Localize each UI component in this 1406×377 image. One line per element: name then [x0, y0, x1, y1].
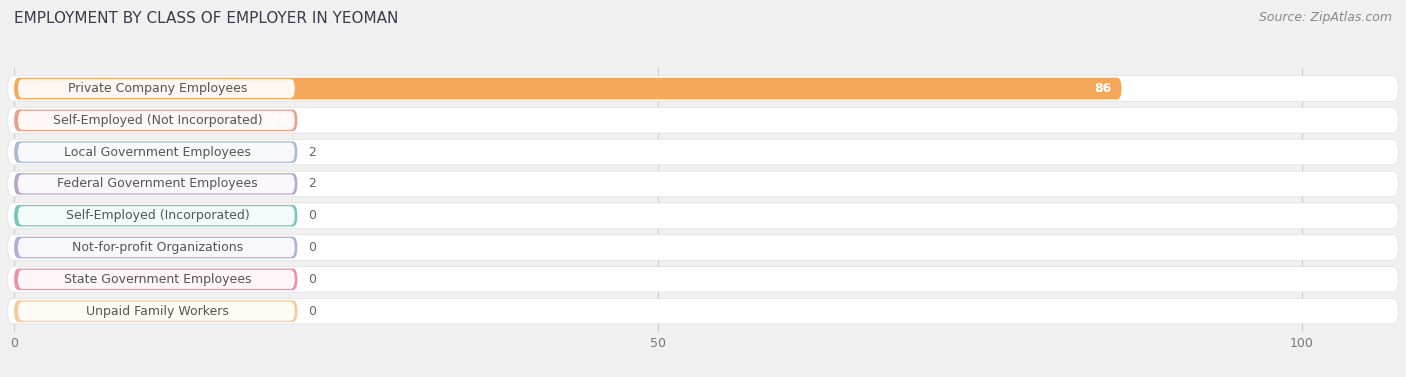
Text: Local Government Employees: Local Government Employees	[65, 146, 252, 159]
Text: 2: 2	[308, 178, 315, 190]
FancyBboxPatch shape	[18, 111, 295, 130]
FancyBboxPatch shape	[14, 237, 297, 258]
Text: 22: 22	[270, 114, 287, 127]
FancyBboxPatch shape	[14, 109, 297, 131]
FancyBboxPatch shape	[18, 143, 295, 162]
Text: 0: 0	[308, 305, 316, 317]
Text: 0: 0	[308, 209, 316, 222]
Text: Unpaid Family Workers: Unpaid Family Workers	[86, 305, 229, 317]
Text: 0: 0	[308, 273, 316, 286]
FancyBboxPatch shape	[14, 173, 297, 195]
FancyBboxPatch shape	[18, 175, 295, 193]
FancyBboxPatch shape	[7, 139, 1399, 165]
Text: Self-Employed (Incorporated): Self-Employed (Incorporated)	[66, 209, 249, 222]
FancyBboxPatch shape	[7, 203, 1399, 228]
Text: State Government Employees: State Government Employees	[63, 273, 252, 286]
FancyBboxPatch shape	[7, 107, 1399, 133]
Text: Private Company Employees: Private Company Employees	[67, 82, 247, 95]
FancyBboxPatch shape	[18, 206, 295, 225]
Text: Source: ZipAtlas.com: Source: ZipAtlas.com	[1258, 11, 1392, 24]
FancyBboxPatch shape	[7, 171, 1399, 197]
FancyBboxPatch shape	[18, 238, 295, 257]
FancyBboxPatch shape	[14, 268, 297, 290]
FancyBboxPatch shape	[18, 270, 295, 289]
FancyBboxPatch shape	[14, 141, 297, 163]
FancyBboxPatch shape	[7, 76, 1399, 101]
Text: 2: 2	[308, 146, 315, 159]
FancyBboxPatch shape	[7, 298, 1399, 324]
Text: Not-for-profit Organizations: Not-for-profit Organizations	[72, 241, 243, 254]
Text: 0: 0	[308, 241, 316, 254]
FancyBboxPatch shape	[14, 300, 297, 322]
FancyBboxPatch shape	[14, 205, 297, 227]
Text: 86: 86	[1094, 82, 1111, 95]
FancyBboxPatch shape	[7, 235, 1399, 260]
Text: Federal Government Employees: Federal Government Employees	[58, 178, 257, 190]
FancyBboxPatch shape	[18, 79, 295, 98]
Text: EMPLOYMENT BY CLASS OF EMPLOYER IN YEOMAN: EMPLOYMENT BY CLASS OF EMPLOYER IN YEOMA…	[14, 11, 398, 26]
Text: Self-Employed (Not Incorporated): Self-Employed (Not Incorporated)	[53, 114, 263, 127]
FancyBboxPatch shape	[7, 267, 1399, 292]
FancyBboxPatch shape	[18, 302, 295, 320]
FancyBboxPatch shape	[14, 78, 1122, 99]
